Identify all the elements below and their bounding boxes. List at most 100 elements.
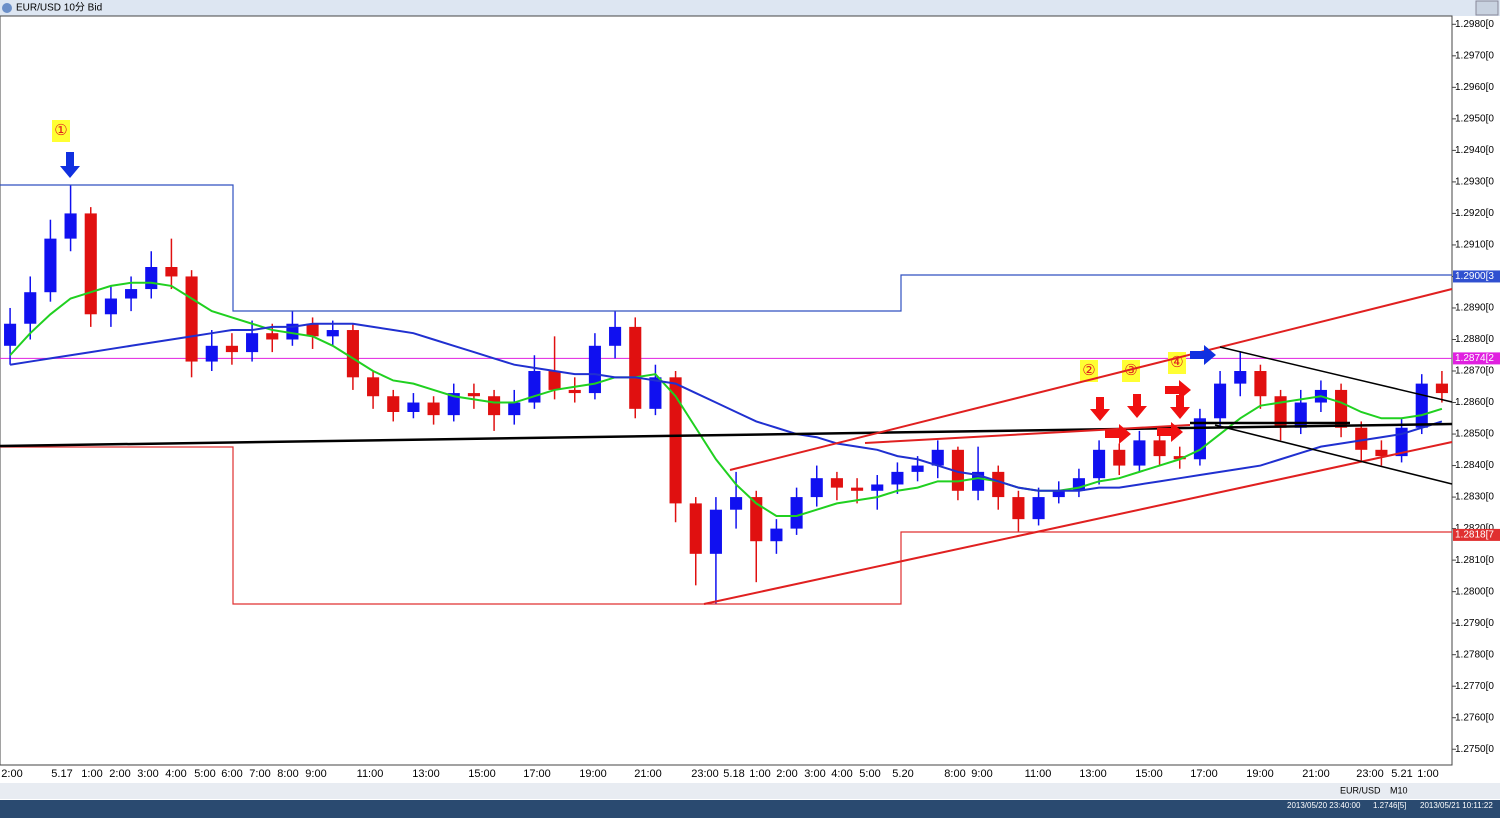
candle-body (104, 298, 117, 315)
candle-body (1012, 497, 1025, 520)
candle-body (891, 471, 904, 485)
candle-body (1153, 440, 1166, 457)
candle-body (851, 487, 864, 491)
y-tick-label: 1.2750[0 (1455, 744, 1494, 755)
trend-line (1214, 424, 1453, 485)
x-tick-label: 17:00 (523, 768, 551, 780)
arrow (1157, 422, 1183, 442)
taskbar (0, 800, 1500, 818)
candle-body (326, 330, 339, 337)
y-tick-label: 1.2780[0 (1455, 649, 1494, 660)
x-tick-label: 5:00 (194, 768, 215, 780)
status-now: 2013/05/21 10:11:22 (1420, 801, 1493, 810)
candle-body (266, 333, 279, 340)
x-tick-label: 6:00 (221, 768, 242, 780)
candle-body (790, 497, 803, 529)
candle-body (467, 393, 480, 397)
candle-body (1214, 383, 1227, 419)
x-tick-label: 4:00 (831, 768, 852, 780)
x-tick-label: 3:00 (804, 768, 825, 780)
candle-body (367, 377, 380, 397)
candle-body (84, 213, 97, 315)
window-title: EUR/USD 10分 Bid (16, 2, 102, 14)
annotation-box (52, 120, 70, 142)
candle-body (447, 393, 460, 416)
window-button[interactable] (1475, 0, 1499, 16)
status-time: 2013/05/20 23:40:00 (1287, 801, 1361, 810)
candle-body (1234, 371, 1247, 384)
candle-body (346, 330, 359, 378)
candle-body (145, 267, 158, 290)
y-tick-label: 1.2810[0 (1455, 555, 1494, 566)
x-tick-label: 5:00 (859, 768, 880, 780)
candle-body (1415, 383, 1428, 428)
candle-body (689, 503, 702, 554)
arrow (1090, 397, 1110, 421)
candle-body (568, 389, 581, 394)
y-tick-label: 1.2910[0 (1455, 240, 1494, 251)
candle-body (1173, 456, 1186, 460)
annotation-box (1122, 360, 1140, 382)
trend-line (729, 288, 1453, 471)
y-tick-label: 1.2870[0 (1455, 366, 1494, 377)
candle-body (609, 326, 622, 346)
x-tick-label: 15:00 (468, 768, 496, 780)
y-tick-label: 1.2950[0 (1455, 114, 1494, 125)
candle-body (1294, 402, 1307, 428)
candle-body (165, 267, 178, 277)
candle-body (1355, 427, 1368, 450)
candle-body (185, 276, 198, 362)
candle-body (24, 292, 37, 324)
y-tick-label: 1.2830[0 (1455, 492, 1494, 503)
status-timeframe[interactable]: M10 (1390, 785, 1408, 795)
candle-body (1133, 440, 1146, 466)
x-tick-label: 8:00 (277, 768, 298, 780)
x-tick-label: 7:00 (249, 768, 270, 780)
x-tick-label: 2:00 (1, 768, 22, 780)
candle-body (1193, 418, 1206, 460)
level-box (1453, 270, 1500, 283)
status-symbol[interactable]: EUR/USD (1340, 785, 1381, 795)
candle-body (1052, 490, 1065, 498)
arrows (60, 152, 1216, 444)
arrow (60, 152, 80, 178)
x-tick-label: 1:00 (749, 768, 770, 780)
x-tick-label: 1:00 (81, 768, 102, 780)
candle-body (810, 478, 823, 498)
x-tick-label: 11:00 (357, 768, 384, 780)
y-tick-label: 1.2930[0 (1455, 177, 1494, 188)
y-tick-label: 1.2980[0 (1455, 19, 1494, 30)
x-tick-label: 4:00 (165, 768, 186, 780)
candle-body (871, 484, 884, 491)
level-label: 1.2874[2 (1455, 353, 1494, 364)
x-tick-label: 13:00 (1079, 768, 1107, 780)
y-tick-label: 1.2850[0 (1455, 429, 1494, 440)
y-tick-label: 1.2800[0 (1455, 586, 1494, 597)
y-tick-label: 1.2970[0 (1455, 50, 1494, 61)
trend-line (1219, 346, 1453, 403)
candle-body (709, 509, 722, 554)
y-tick-label: 1.2760[0 (1455, 712, 1494, 723)
trend-line (0, 422, 1453, 448)
x-tick-label: 5.18 (723, 768, 744, 780)
candle-body (4, 323, 17, 346)
scrollbar[interactable] (0, 783, 1500, 799)
candle-body (1435, 383, 1448, 394)
x-tick-label: 23:00 (1356, 768, 1384, 780)
candle-body (488, 396, 501, 416)
level-box (1453, 352, 1500, 365)
moving-average (9, 322, 1443, 492)
arrow (1165, 380, 1191, 400)
window-icon (2, 3, 12, 13)
y-tick-label: 1.2890[0 (1455, 303, 1494, 314)
x-tick-label: 15:00 (1135, 768, 1163, 780)
level-label: 1.2900[3 (1455, 271, 1494, 282)
candle-body (387, 396, 400, 412)
candle-body (931, 449, 944, 466)
box-line (0, 446, 1452, 605)
candle-body (750, 497, 763, 542)
x-tick-label: 21:00 (1302, 768, 1330, 780)
x-tick-label: 2:00 (109, 768, 130, 780)
